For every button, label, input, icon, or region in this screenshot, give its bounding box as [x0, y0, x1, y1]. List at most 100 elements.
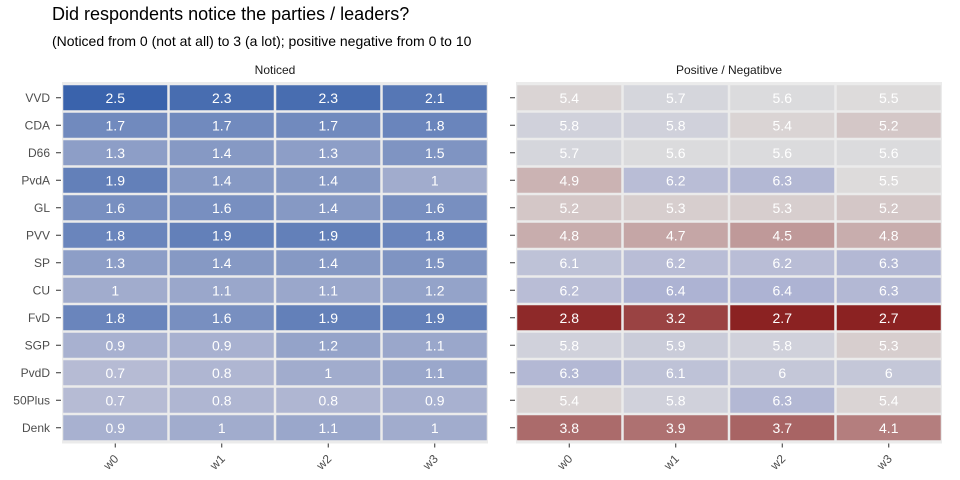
- cell-value-label: 3.7: [773, 420, 793, 436]
- cell-value-label: 1.8: [425, 227, 445, 243]
- heatmap-cell: [836, 222, 941, 248]
- cell-value-label: 3.8: [560, 420, 580, 436]
- cell-value-label: 5.2: [560, 200, 580, 216]
- heatmap-cell: [517, 167, 622, 193]
- heatmap-cell: [730, 250, 835, 276]
- y-tick-label: 50Plus: [13, 393, 50, 407]
- cell-value-label: 5.6: [773, 145, 793, 161]
- cell-value-label: 2.7: [773, 310, 793, 326]
- cell-value-label: 1.1: [212, 282, 232, 298]
- cell-value-label: 1.3: [319, 145, 339, 161]
- y-tick-label: D66: [28, 146, 50, 160]
- cell-value-label: 2.3: [212, 90, 232, 106]
- cell-value-label: 1.9: [212, 227, 232, 243]
- heatmap-cell: [623, 360, 728, 386]
- cell-value-label: 0.9: [212, 337, 232, 353]
- heatmap-cell: [382, 305, 487, 331]
- heatmap-cell: [63, 195, 168, 221]
- cell-value-label: 0.8: [212, 392, 232, 408]
- heatmap-cell: [517, 112, 622, 138]
- cell-value-label: 1.5: [425, 145, 445, 161]
- heatmap-cell: [276, 140, 381, 166]
- x-tick-label: w1: [206, 451, 228, 473]
- cell-value-label: 5.6: [773, 90, 793, 106]
- heatmap-cell: [63, 277, 168, 303]
- heatmap-cell: [382, 112, 487, 138]
- heatmap-cell: [63, 222, 168, 248]
- cell-value-label: 2.1: [425, 90, 445, 106]
- heatmap-cell: [169, 140, 274, 166]
- cell-value-label: 1.7: [106, 117, 126, 133]
- cell-value-label: 1.4: [319, 172, 339, 188]
- heatmap-cell: [623, 222, 728, 248]
- cell-value-label: 4.7: [666, 227, 686, 243]
- heatmap-cell: [382, 195, 487, 221]
- cell-value-label: 6.2: [560, 282, 580, 298]
- heatmap-cell: [730, 415, 835, 441]
- heatmap-cell: [836, 195, 941, 221]
- y-tick-label: PvdD: [21, 366, 51, 380]
- heatmap-cell: [836, 387, 941, 413]
- heatmap-cell: [730, 140, 835, 166]
- heatmap-cell: [169, 112, 274, 138]
- heatmap-cell: [382, 250, 487, 276]
- heatmap-cell: [276, 195, 381, 221]
- heatmap-cell: [382, 277, 487, 303]
- heatmap-cell: [276, 222, 381, 248]
- heatmap-cell: [836, 167, 941, 193]
- cell-value-label: 5.4: [560, 392, 580, 408]
- cell-value-label: 5.5: [879, 90, 899, 106]
- cell-value-label: 6.1: [560, 255, 580, 271]
- heatmap-cell: [517, 305, 622, 331]
- cell-value-label: 1.1: [319, 282, 339, 298]
- cell-value-label: 1.6: [425, 200, 445, 216]
- cell-value-label: 6.4: [773, 282, 793, 298]
- heatmap-cell: [169, 415, 274, 441]
- heatmap-cell: [836, 332, 941, 358]
- cell-value-label: 4.8: [560, 227, 580, 243]
- cell-value-label: 3.9: [666, 420, 686, 436]
- cell-value-label: 1.2: [319, 337, 339, 353]
- heatmap-cell: [382, 140, 487, 166]
- heatmap-cell: [276, 250, 381, 276]
- cell-value-label: 5.3: [879, 337, 899, 353]
- panel-title: Positive / Negatibve: [676, 63, 782, 77]
- y-tick-label: CU: [33, 283, 50, 297]
- heatmap-cell: [382, 167, 487, 193]
- cell-value-label: 5.6: [666, 145, 686, 161]
- heatmap-cell: [169, 387, 274, 413]
- heatmap-cell: [63, 360, 168, 386]
- chart-title: Did respondents notice the parties / lea…: [52, 4, 410, 24]
- heatmap-cell: [623, 332, 728, 358]
- cell-value-label: 5.8: [560, 117, 580, 133]
- cell-value-label: 5.7: [666, 90, 686, 106]
- cell-value-label: 1.9: [106, 172, 126, 188]
- cell-value-label: 6.4: [666, 282, 686, 298]
- heatmap-cell: [836, 112, 941, 138]
- heatmap-cell: [836, 360, 941, 386]
- cell-value-label: 1.8: [106, 310, 126, 326]
- cell-value-label: 1.3: [106, 145, 126, 161]
- cell-value-label: 1.5: [425, 255, 445, 271]
- x-tick-label: w0: [100, 451, 122, 473]
- heatmap-cell: [517, 85, 622, 111]
- cell-value-label: 6: [885, 365, 893, 381]
- heatmap-cell: [623, 387, 728, 413]
- cell-value-label: 0.9: [106, 420, 126, 436]
- cell-value-label: 0.8: [319, 392, 339, 408]
- heatmap-cell: [276, 85, 381, 111]
- y-tick-label: Denk: [22, 421, 51, 435]
- cell-value-label: 4.8: [879, 227, 899, 243]
- heatmap-cell: [517, 140, 622, 166]
- heatmap-cell: [730, 277, 835, 303]
- cell-value-label: 1.4: [319, 255, 339, 271]
- heatmap-cell: [517, 332, 622, 358]
- heatmap-cell: [169, 250, 274, 276]
- cell-value-label: 0.7: [106, 392, 126, 408]
- chart-subtitle: (Noticed from 0 (not at all) to 3 (a lot…: [52, 33, 472, 49]
- heatmap-cell: [63, 415, 168, 441]
- cell-value-label: 6.3: [560, 365, 580, 381]
- heatmap-cell: [517, 250, 622, 276]
- y-tick-label: SP: [34, 256, 50, 270]
- heatmap-cell: [517, 277, 622, 303]
